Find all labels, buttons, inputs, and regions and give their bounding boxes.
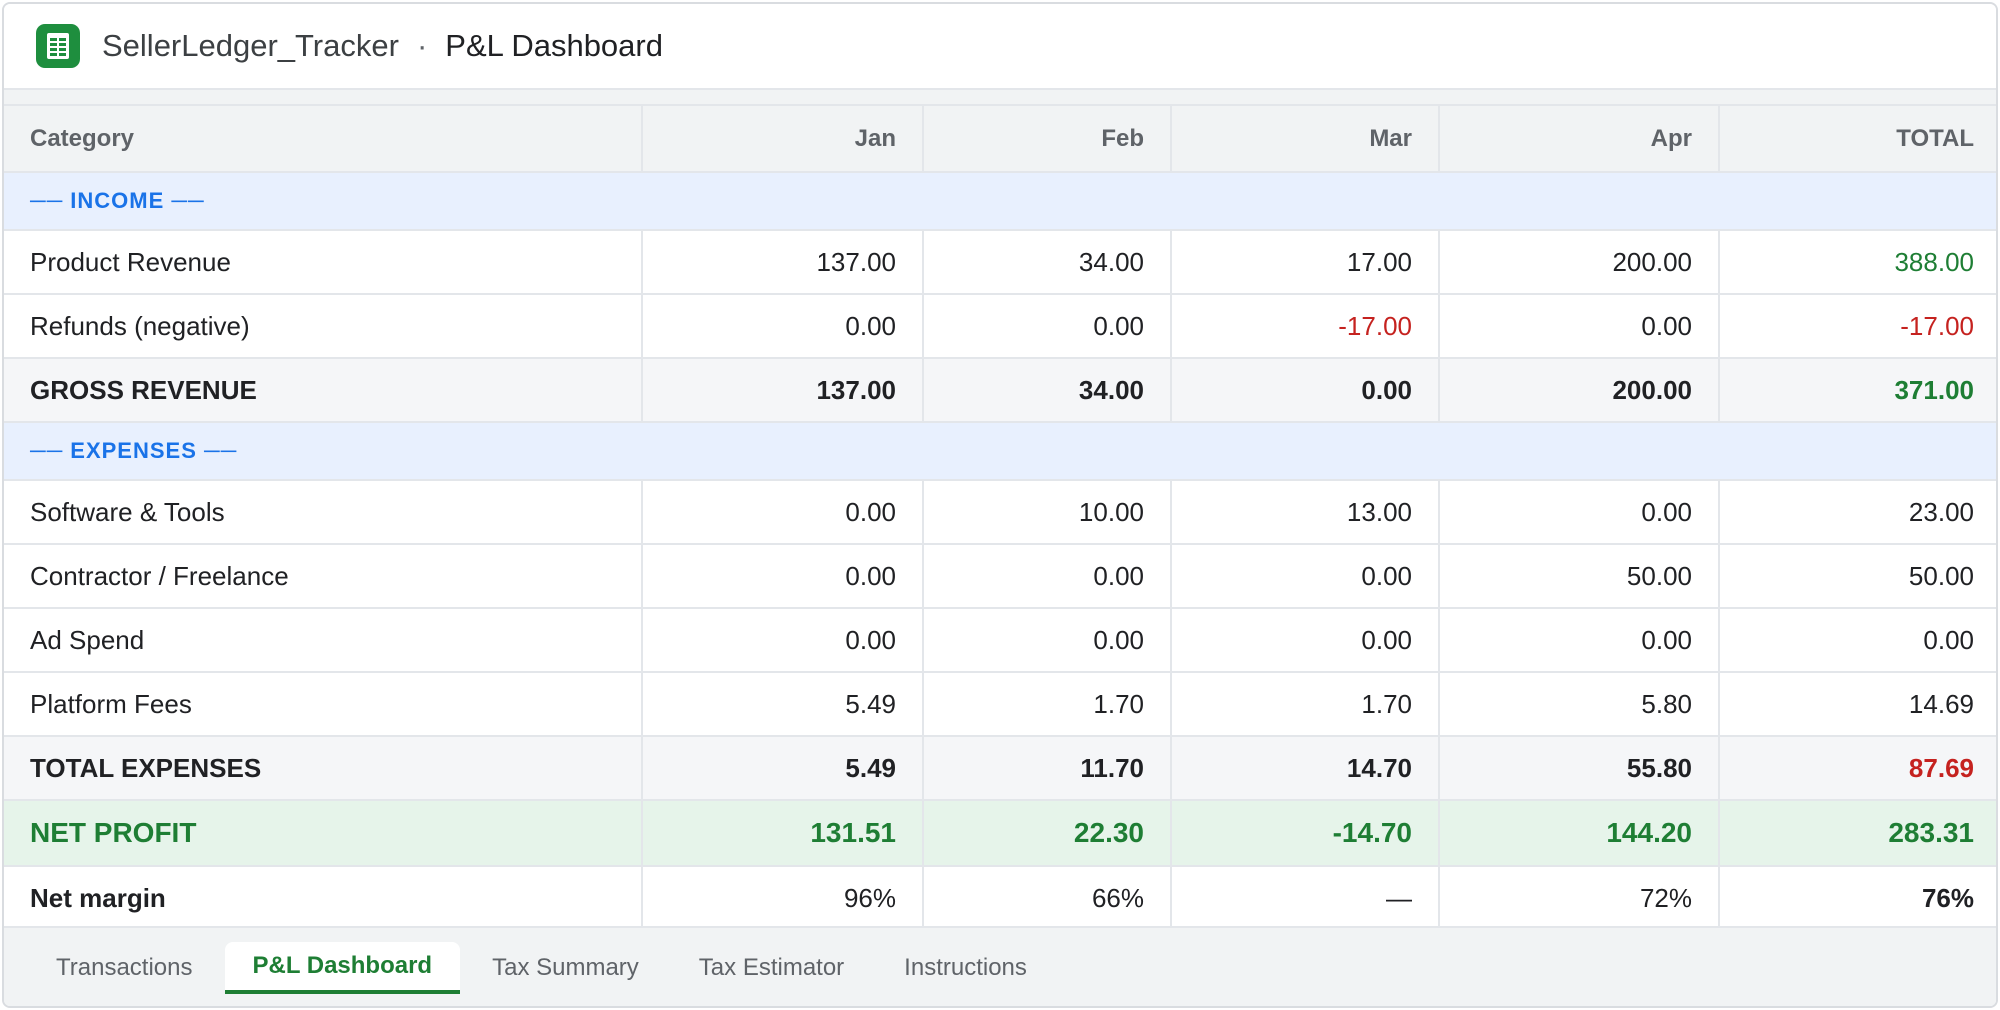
expenses-section-label[interactable]: ── EXPENSES ── [4,422,1996,481]
cell-jan[interactable]: 5.49 [642,736,924,801]
cell-jan[interactable]: 0.00 [642,294,924,359]
cell-feb[interactable]: 34.00 [923,358,1172,423]
cell-apr[interactable]: 144.20 [1439,800,1720,867]
cell-apr[interactable]: 5.80 [1439,672,1720,737]
cell-feb[interactable]: 0.00 [923,608,1172,673]
cell-total[interactable]: 23.00 [1719,480,1996,545]
cell-apr[interactable]: 72% [1439,866,1720,931]
cell-apr[interactable]: 200.00 [1439,230,1720,295]
cell-apr[interactable]: 0.00 [1439,608,1720,673]
cell-apr[interactable]: 55.80 [1439,736,1720,801]
cell-mar[interactable]: 14.70 [1171,736,1440,801]
row-label[interactable]: Refunds (negative) [4,294,643,359]
sheet-name: P&L Dashboard [445,28,663,63]
row-label[interactable]: Net margin [4,866,643,931]
cell-total[interactable]: 388.00 [1719,230,1996,295]
income-section-row: ── INCOME ── [4,172,1996,231]
cell-total[interactable]: -17.00 [1719,294,1996,359]
cell-jan[interactable]: 0.00 [642,544,924,609]
cell-mar[interactable]: 0.00 [1171,608,1440,673]
cell-mar[interactable]: -17.00 [1171,294,1440,359]
row-label[interactable]: GROSS REVENUE [4,358,643,423]
cell-apr[interactable]: 0.00 [1439,480,1720,545]
cell-total[interactable]: 283.31 [1719,800,1996,867]
cell-jan[interactable]: 5.49 [642,672,924,737]
title-separator: · [416,28,428,63]
cell-mar[interactable]: 1.70 [1171,672,1440,737]
cell-mar[interactable]: -14.70 [1171,800,1440,867]
cell-mar[interactable]: 17.00 [1171,230,1440,295]
header-category[interactable]: Category [4,106,643,173]
cell-jan[interactable]: 96% [642,866,924,931]
header-jan[interactable]: Jan [642,106,924,173]
income-section-label[interactable]: ── INCOME ── [4,172,1996,231]
cell-mar[interactable]: 0.00 [1171,358,1440,423]
spreadsheet-icon [36,24,80,68]
cell-feb[interactable]: 11.70 [923,736,1172,801]
tab-transactions[interactable]: Transactions [56,954,193,981]
table-row: Platform Fees 5.49 1.70 1.70 5.80 14.69 [4,672,1996,737]
row-label[interactable]: TOTAL EXPENSES [4,736,643,801]
cell-total[interactable]: 14.69 [1719,672,1996,737]
title-bar: SellerLedger_Tracker · P&L Dashboard [4,4,1996,90]
net-profit-row: NET PROFIT 131.51 22.30 -14.70 144.20 28… [4,800,1996,867]
table-row: Refunds (negative) 0.00 0.00 -17.00 0.00… [4,294,1996,359]
cell-total[interactable]: 50.00 [1719,544,1996,609]
row-label[interactable]: Software & Tools [4,480,643,545]
cell-mar[interactable]: — [1171,866,1440,931]
cell-feb[interactable]: 34.00 [923,230,1172,295]
cell-total[interactable]: 0.00 [1719,608,1996,673]
toolbar-gap [4,90,1996,106]
table-row: Product Revenue 137.00 34.00 17.00 200.0… [4,230,1996,295]
cell-jan[interactable]: 131.51 [642,800,924,867]
table-row: Ad Spend 0.00 0.00 0.00 0.00 0.00 [4,608,1996,673]
pl-table: Category Jan Feb Mar Apr TOTAL ── INCOME… [4,106,1996,931]
cell-apr[interactable]: 200.00 [1439,358,1720,423]
cell-jan[interactable]: 0.00 [642,608,924,673]
tab-tax-estimator[interactable]: Tax Estimator [698,954,845,981]
cell-total[interactable]: 87.69 [1719,736,1996,801]
cell-feb[interactable]: 1.70 [923,672,1172,737]
tab-instructions[interactable]: Instructions [904,954,1027,981]
table-row: Contractor / Freelance 0.00 0.00 0.00 50… [4,544,1996,609]
cell-feb[interactable]: 66% [923,866,1172,931]
cell-mar[interactable]: 13.00 [1171,480,1440,545]
cell-feb[interactable]: 0.00 [923,544,1172,609]
header-row: Category Jan Feb Mar Apr TOTAL [4,106,1996,173]
row-label[interactable]: Ad Spend [4,608,643,673]
table-row: Software & Tools 0.00 10.00 13.00 0.00 2… [4,480,1996,545]
cell-feb[interactable]: 0.00 [923,294,1172,359]
header-feb[interactable]: Feb [923,106,1172,173]
expenses-section-row: ── EXPENSES ── [4,422,1996,481]
total-expenses-row: TOTAL EXPENSES 5.49 11.70 14.70 55.80 87… [4,736,1996,801]
row-label[interactable]: Platform Fees [4,672,643,737]
row-label[interactable]: Contractor / Freelance [4,544,643,609]
tab-pl-dashboard[interactable]: P&L Dashboard [224,942,461,994]
cell-jan[interactable]: 0.00 [642,480,924,545]
cell-mar[interactable]: 0.00 [1171,544,1440,609]
net-margin-row: Net margin 96% 66% — 72% 76% [4,866,1996,931]
row-label[interactable]: NET PROFIT [4,800,643,867]
header-total[interactable]: TOTAL [1719,106,1996,173]
header-apr[interactable]: Apr [1439,106,1720,173]
row-label[interactable]: Product Revenue [4,230,643,295]
cell-jan[interactable]: 137.00 [642,230,924,295]
cell-total[interactable]: 76% [1719,866,1996,931]
cell-apr[interactable]: 0.00 [1439,294,1720,359]
tab-tax-summary[interactable]: Tax Summary [492,954,639,981]
sheet-tab-bar: Transactions P&L Dashboard Tax Summary T… [4,926,1996,1006]
header-mar[interactable]: Mar [1171,106,1440,173]
cell-jan[interactable]: 137.00 [642,358,924,423]
cell-feb[interactable]: 22.30 [923,800,1172,867]
gross-revenue-row: GROSS REVENUE 137.00 34.00 0.00 200.00 3… [4,358,1996,423]
cell-apr[interactable]: 50.00 [1439,544,1720,609]
file-name: SellerLedger_Tracker [102,28,399,63]
cell-feb[interactable]: 10.00 [923,480,1172,545]
cell-total[interactable]: 371.00 [1719,358,1996,423]
